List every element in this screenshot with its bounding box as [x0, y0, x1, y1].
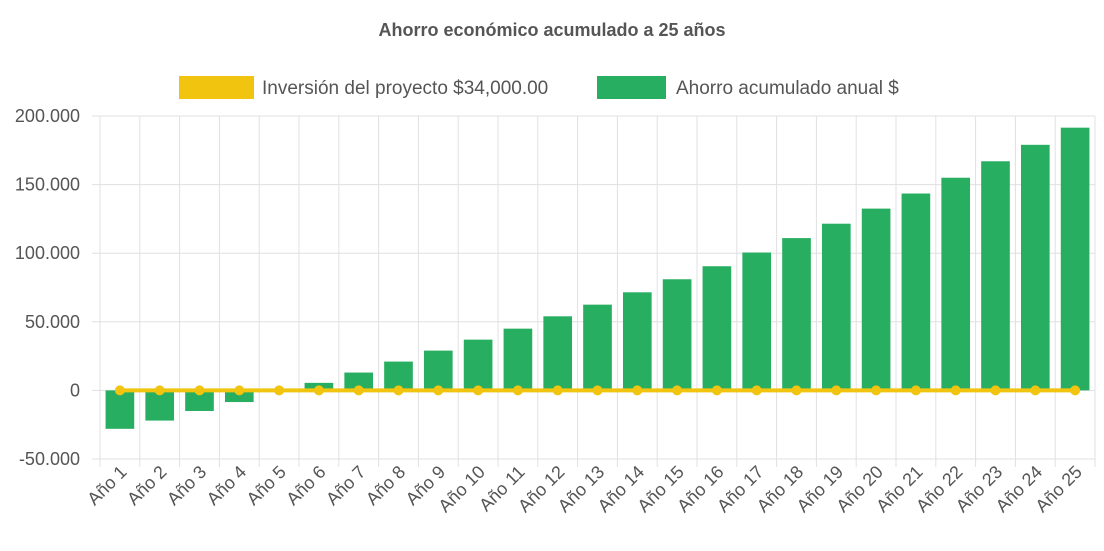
line-point [473, 385, 484, 396]
line-point [791, 385, 802, 396]
y-tick-label: -50.000 [19, 449, 80, 469]
x-tick-label: Año 4 [203, 462, 250, 509]
bar [463, 339, 493, 391]
bar [423, 350, 453, 391]
y-axis: 200.000 150.000 100.000 50.000 0 -50.000 [15, 106, 80, 469]
line-point [1070, 385, 1081, 396]
bar [742, 252, 772, 391]
bar [543, 316, 573, 391]
line-point [711, 385, 722, 396]
bar [662, 279, 692, 391]
bar [185, 390, 214, 411]
line-point [433, 385, 444, 396]
line-point [393, 385, 404, 396]
x-tick-label: Año 2 [123, 462, 170, 509]
bar [941, 177, 971, 391]
y-tick-label: 200.000 [15, 106, 80, 126]
line-point [353, 385, 364, 396]
line-point [632, 385, 643, 396]
x-tick-label: Año 8 [362, 462, 409, 509]
legend-label-savings: Ahorro acumulado anual $ [676, 78, 899, 99]
line-point [114, 385, 125, 396]
bar [821, 223, 851, 391]
line-point [512, 385, 523, 396]
legend: Inversión del proyecto $34,000.00 Ahorro… [179, 76, 899, 99]
bar [1020, 144, 1050, 391]
bar [622, 292, 652, 391]
bar [1060, 127, 1090, 391]
grid [92, 115, 1096, 467]
line-point [910, 385, 921, 396]
x-tick-label: Año 3 [163, 462, 210, 509]
chart-title: Ahorro económico acumulado a 25 años [378, 20, 725, 40]
bar [583, 304, 612, 391]
y-tick-label: 150.000 [15, 175, 80, 195]
line-point [313, 385, 324, 396]
bar [782, 238, 811, 391]
line-point [751, 385, 762, 396]
line-point [552, 385, 563, 396]
bar [105, 390, 135, 429]
line-point [871, 385, 882, 396]
y-tick-label: 100.000 [15, 243, 80, 263]
x-tick-label: Año 5 [243, 462, 290, 509]
legend-swatch-savings [597, 76, 666, 99]
line-point [154, 385, 165, 396]
bar [981, 161, 1010, 391]
x-tick-label: Año 1 [83, 462, 130, 509]
bar [224, 390, 254, 403]
line-point [592, 385, 603, 396]
line-series [114, 385, 1081, 396]
bar-series [105, 127, 1090, 429]
bar [702, 266, 732, 391]
line-point [194, 385, 205, 396]
legend-swatch-investment [179, 76, 254, 99]
line-point [990, 385, 1001, 396]
x-tick-label: Año 6 [282, 462, 329, 509]
bar [861, 208, 891, 391]
line-point [1030, 385, 1041, 396]
x-tick-label: Año 7 [322, 462, 369, 509]
legend-label-investment: Inversión del proyecto $34,000.00 [262, 78, 548, 99]
bar [503, 328, 533, 391]
y-tick-label: 0 [70, 380, 80, 400]
line-point [950, 385, 961, 396]
line-point [274, 385, 285, 396]
line-point [672, 385, 683, 396]
bar [344, 372, 374, 391]
y-tick-label: 50.000 [25, 312, 80, 332]
bar [901, 193, 931, 391]
line-point [234, 385, 245, 396]
line-point [831, 385, 842, 396]
bar [145, 390, 175, 421]
